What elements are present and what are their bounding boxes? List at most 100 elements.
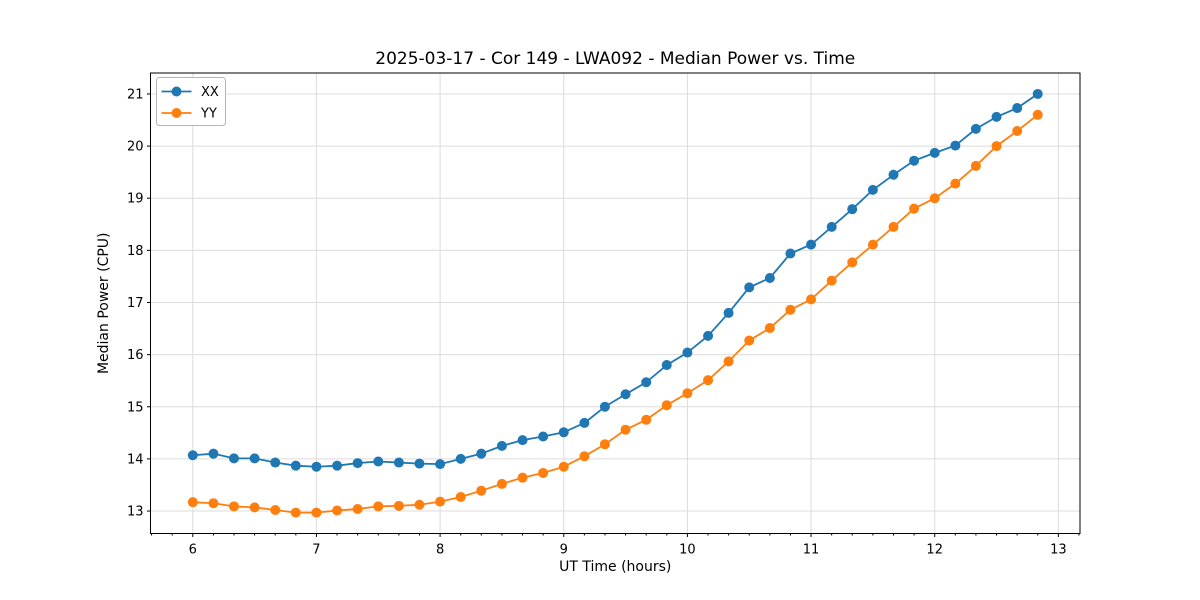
data-point (826, 275, 837, 286)
data-point (661, 400, 672, 411)
x-tick-label: 6 (189, 543, 197, 558)
data-point (950, 140, 961, 151)
data-point (826, 221, 837, 232)
data-point (496, 478, 507, 489)
data-point (847, 257, 858, 268)
data-point (1012, 125, 1023, 136)
x-axis-label: UT Time (hours) (559, 559, 671, 575)
data-point (455, 491, 466, 502)
data-point (228, 453, 239, 464)
data-point (311, 507, 322, 518)
y-tick-label: 17 (127, 296, 144, 311)
data-point (806, 294, 817, 305)
data-point (414, 458, 425, 469)
data-point (435, 459, 446, 470)
data-point (764, 272, 775, 283)
gridlines (150, 73, 1080, 534)
data-point (703, 375, 714, 386)
data-point (579, 451, 590, 462)
data-point (867, 239, 878, 250)
data-point (228, 501, 239, 512)
data-point (723, 356, 734, 367)
y-tick-label: 15 (127, 400, 144, 415)
data-point (538, 467, 549, 478)
data-point (620, 389, 631, 400)
data-point (517, 472, 528, 483)
x-tick-label: 7 (312, 543, 320, 558)
legend-label: YY (200, 107, 217, 122)
data-point (847, 204, 858, 215)
data-point (764, 323, 775, 334)
data-point (476, 485, 487, 496)
data-point (599, 439, 610, 450)
chart-title: 2025-03-17 - Cor 149 - LWA092 - Median P… (375, 49, 855, 69)
data-point (476, 448, 487, 459)
x-tick-label: 10 (679, 543, 696, 558)
x-tick-label: 9 (560, 543, 568, 558)
data-point (208, 448, 219, 459)
data-point (538, 431, 549, 442)
data-point (909, 203, 920, 214)
y-tick-label: 16 (127, 348, 144, 363)
data-point (558, 427, 569, 438)
data-point (332, 505, 343, 516)
plot-border (150, 72, 1081, 534)
data-point (187, 450, 198, 461)
data-point (991, 111, 1002, 122)
data-point (455, 453, 466, 464)
x-tick-label: 12 (926, 543, 943, 558)
data-point (661, 360, 672, 371)
y-tick-label: 13 (127, 505, 144, 520)
legend-marker (171, 108, 182, 118)
data-point (496, 440, 507, 451)
data-point (970, 160, 981, 171)
data-point (435, 496, 446, 507)
data-point (393, 457, 404, 468)
data-point (270, 504, 281, 515)
data-point (579, 417, 590, 428)
data-point (785, 248, 796, 259)
data-point (909, 155, 920, 166)
y-tick-label: 14 (127, 452, 144, 467)
y-tick-label: 21 (127, 87, 144, 102)
data-point (599, 401, 610, 412)
data-point (208, 498, 219, 509)
y-tick-label: 19 (127, 192, 144, 207)
data-point (1032, 88, 1043, 99)
data-point (558, 461, 569, 472)
data-point (867, 184, 878, 195)
data-point (517, 435, 528, 446)
legend-marker (171, 86, 182, 97)
data-point (393, 500, 404, 511)
legend-label: XX (201, 85, 219, 100)
data-point (311, 461, 322, 472)
data-point (744, 335, 755, 346)
x-tick-label: 13 (1050, 543, 1067, 558)
data-point (352, 458, 363, 469)
series-points-xx (187, 88, 1043, 472)
data-point (187, 497, 198, 508)
data-point (373, 456, 384, 467)
data-point (290, 460, 301, 471)
data-point (249, 453, 260, 464)
data-point (950, 178, 961, 189)
data-point (703, 330, 714, 341)
data-point (249, 502, 260, 513)
data-point (1032, 109, 1043, 120)
y-axis-label: Median Power (CPU) (96, 232, 112, 374)
data-point (888, 221, 899, 232)
data-point (991, 141, 1002, 152)
data-point (806, 239, 817, 250)
data-point (270, 457, 281, 468)
data-point (785, 304, 796, 315)
data-point (888, 169, 899, 180)
data-point (682, 388, 693, 399)
data-point (332, 460, 343, 471)
data-point (682, 347, 693, 358)
data-point (414, 499, 425, 510)
data-point (723, 307, 734, 318)
data-point (929, 147, 940, 158)
data-point (641, 414, 652, 425)
data-point (970, 123, 981, 134)
